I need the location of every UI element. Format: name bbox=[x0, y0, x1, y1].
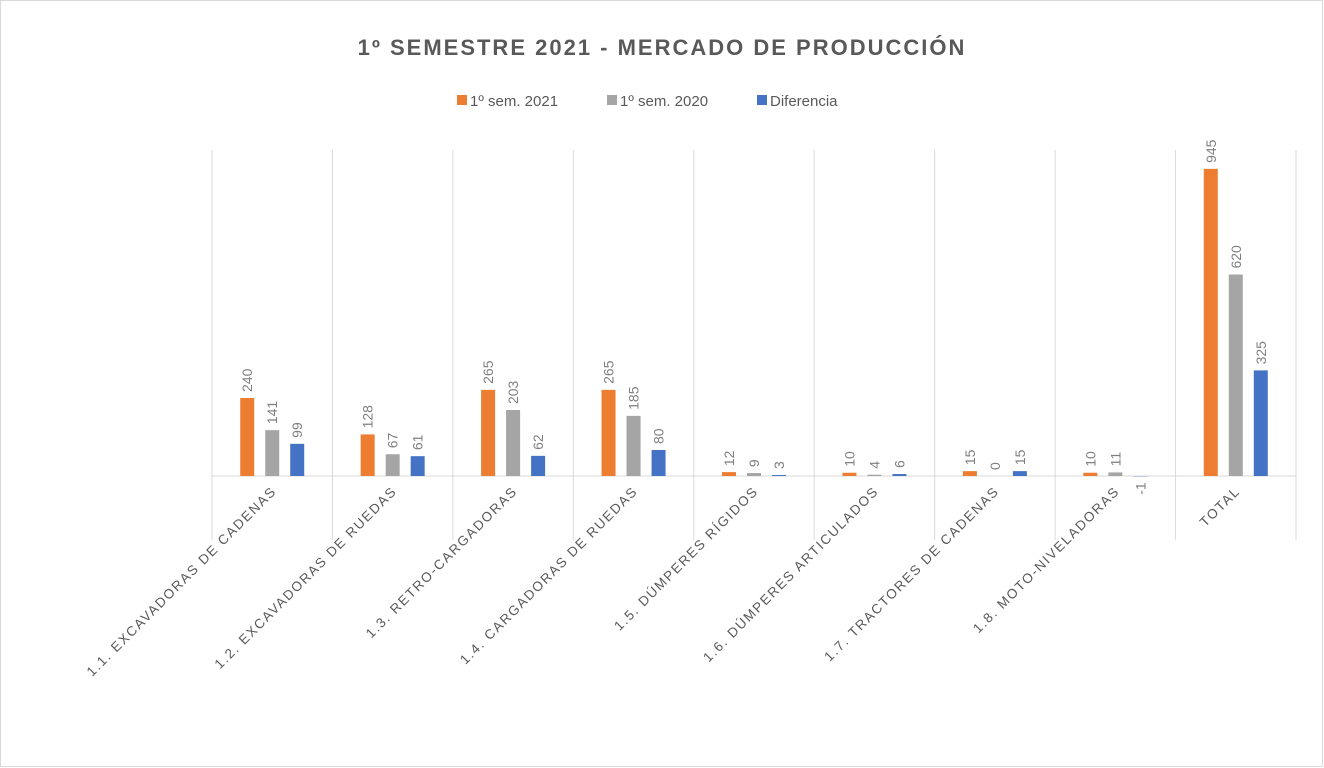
value-label: 99 bbox=[289, 422, 305, 438]
bar bbox=[240, 398, 255, 476]
value-label: 11 bbox=[1107, 452, 1123, 467]
legend-swatch bbox=[457, 95, 467, 105]
legend-swatch bbox=[607, 95, 617, 105]
bar bbox=[772, 475, 786, 476]
bar bbox=[481, 389, 496, 476]
bar bbox=[265, 430, 280, 476]
value-label: 15 bbox=[1012, 449, 1028, 465]
bar bbox=[962, 471, 977, 476]
bar bbox=[506, 410, 521, 476]
value-label: 80 bbox=[651, 428, 667, 444]
value-label: 6 bbox=[891, 460, 907, 468]
legend-label: 1º sem. 2020 bbox=[620, 93, 708, 110]
bar bbox=[1203, 168, 1218, 476]
value-label: 3 bbox=[771, 461, 787, 469]
value-label: 620 bbox=[1228, 245, 1244, 269]
bar bbox=[290, 443, 305, 476]
bar bbox=[385, 454, 400, 476]
legend-label: 1º sem. 2021 bbox=[470, 93, 558, 110]
value-label: 67 bbox=[385, 432, 401, 448]
value-label: 945 bbox=[1203, 139, 1219, 163]
value-label: -1 bbox=[1132, 482, 1148, 495]
bar bbox=[1012, 471, 1027, 476]
bar bbox=[410, 456, 425, 476]
value-label: 240 bbox=[239, 368, 255, 392]
bar bbox=[651, 450, 666, 476]
value-label: 265 bbox=[480, 360, 496, 384]
value-label: 10 bbox=[841, 451, 857, 467]
value-label: 12 bbox=[721, 450, 737, 466]
bar bbox=[892, 474, 907, 476]
value-label: 265 bbox=[601, 360, 617, 384]
legend-label: Diferencia bbox=[770, 93, 838, 110]
value-label: 185 bbox=[626, 386, 642, 410]
bar bbox=[722, 472, 736, 476]
bar bbox=[626, 415, 641, 476]
bar bbox=[1228, 274, 1243, 476]
bar bbox=[601, 389, 616, 476]
bar bbox=[1083, 472, 1098, 476]
value-label: 325 bbox=[1253, 341, 1269, 365]
bar bbox=[360, 434, 375, 476]
value-label: 62 bbox=[530, 434, 546, 450]
value-label: 0 bbox=[987, 462, 1003, 470]
value-label: 61 bbox=[410, 434, 426, 450]
legend-swatch bbox=[757, 95, 767, 105]
bar bbox=[867, 474, 882, 476]
value-label: 15 bbox=[962, 449, 978, 465]
value-label: 4 bbox=[866, 461, 882, 469]
value-label: 128 bbox=[360, 405, 376, 429]
bar bbox=[1108, 472, 1123, 476]
chart-title: 1º SEMESTRE 2021 - MERCADO DE PRODUCCIÓN bbox=[358, 35, 967, 60]
value-label: 10 bbox=[1082, 451, 1098, 467]
bar bbox=[842, 472, 857, 476]
value-label: 203 bbox=[505, 380, 521, 404]
bar bbox=[747, 473, 761, 476]
bar bbox=[531, 455, 546, 476]
value-label: 141 bbox=[264, 401, 280, 425]
bar bbox=[1253, 370, 1268, 476]
value-label: 9 bbox=[746, 459, 762, 467]
